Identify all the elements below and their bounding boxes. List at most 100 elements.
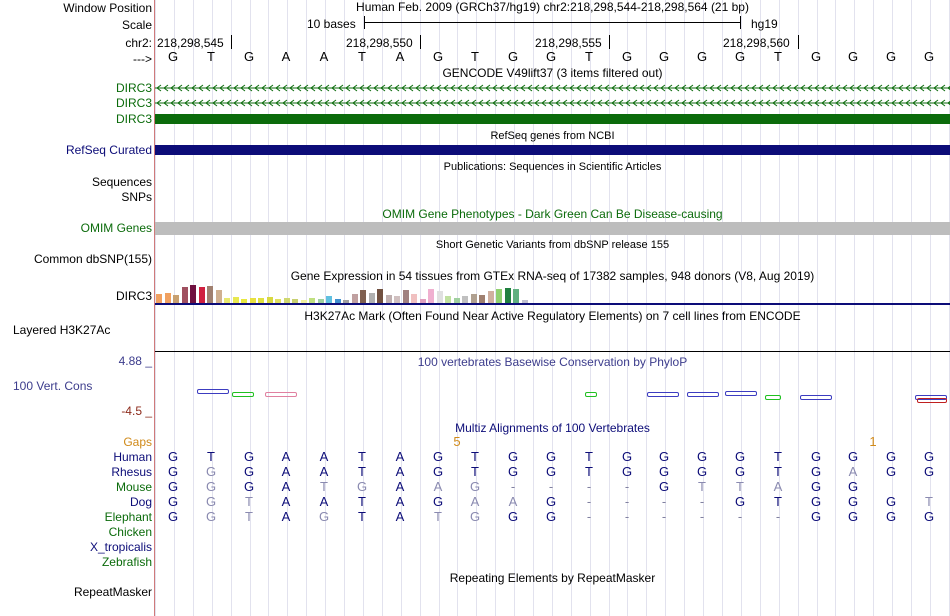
gtex-tissue-bar[interactable] [224, 298, 230, 303]
gencode-exon-3[interactable] [155, 114, 950, 124]
gtex-tissue-bar[interactable] [385, 295, 392, 303]
gencode-transcript-2[interactable] [155, 98, 950, 108]
gtex-tissue-bar[interactable] [215, 290, 222, 303]
species-elephant-label[interactable]: Elephant [104, 510, 152, 524]
gtex-tissue-bar[interactable] [428, 289, 434, 303]
publications-sequences-label[interactable]: Sequences [91, 175, 152, 189]
publications-snps-label[interactable]: SNPs [121, 190, 152, 204]
gtex-tissue-bar[interactable] [496, 289, 502, 303]
h3k27ac-label[interactable]: Layered H3K27Ac [13, 323, 111, 337]
gtex-tissue-bar[interactable] [164, 293, 171, 303]
gridline [703, 0, 704, 616]
gtex-tissue-bar[interactable] [411, 294, 417, 303]
species-rhesus-label[interactable]: Rhesus [111, 465, 152, 479]
gtex-tissue-bar[interactable] [462, 296, 468, 303]
gridline [741, 0, 742, 616]
alignment-base: G [243, 464, 255, 479]
dbsnp-label[interactable]: Common dbSNP(155) [33, 252, 152, 266]
gtex-tissue-bar[interactable] [453, 298, 460, 303]
gtex-tissue-bar[interactable] [232, 297, 239, 303]
sequence-base: G [923, 49, 935, 64]
gtex-tissue-bar[interactable] [317, 299, 324, 303]
gtex-tissue-bar[interactable] [479, 295, 485, 303]
gtex-tissue-bar[interactable] [173, 295, 179, 303]
gtex-tissue-bar[interactable] [190, 285, 196, 303]
publications-track-title: Publications: Sequences in Scientific Ar… [443, 161, 662, 173]
gtex-tissue-bar[interactable] [156, 294, 162, 303]
gtex-tissue-bar[interactable] [300, 300, 307, 303]
gtex-tissue-bar[interactable] [445, 296, 451, 303]
alignment-base: G [432, 464, 444, 479]
gtex-tissue-bar[interactable] [249, 298, 256, 303]
omim-gene-bar[interactable] [155, 222, 950, 235]
gtex-tissue-bar[interactable] [351, 294, 358, 303]
gtex-tissue-bar[interactable] [283, 298, 290, 303]
sequence-base: G [847, 49, 859, 64]
repeatmasker-label[interactable]: RepeatMasker [73, 585, 152, 599]
gtex-tissue-bar[interactable] [258, 298, 264, 303]
gtex-tissue-bar[interactable] [470, 294, 477, 303]
gtex-tissue-bar[interactable] [326, 296, 332, 303]
gridline [533, 0, 534, 616]
gridline [911, 0, 912, 616]
refseq-exon[interactable] [155, 145, 950, 155]
alignment-base: G [885, 494, 897, 509]
alignment-base: A [395, 509, 405, 524]
alignment-base: G [469, 479, 481, 494]
species-mouse-label[interactable]: Mouse [115, 480, 152, 494]
alignment-base: A [319, 449, 329, 464]
species-zebrafish-label[interactable]: Zebrafish [101, 555, 152, 569]
alignment-base: G [810, 464, 822, 479]
gtex-tissue-bar[interactable] [436, 291, 443, 303]
gap-count-2: 1 [869, 434, 877, 449]
gtex-tissue-bar[interactable] [343, 300, 349, 303]
gridline [306, 0, 307, 616]
gtex-tissue-bar[interactable] [275, 299, 281, 303]
gtex-tissue-bar[interactable] [334, 299, 341, 303]
gencode-label-3[interactable]: DIRC3 [115, 112, 152, 126]
sequence-base: G [621, 49, 633, 64]
gtex-tissue-bar[interactable] [292, 299, 298, 303]
phylop-label[interactable]: 100 Vert. Cons [13, 379, 93, 393]
alignment-base: A [281, 464, 291, 479]
refseq-label[interactable]: RefSeq Curated [65, 143, 152, 157]
alignment-base: G [658, 449, 670, 464]
omim-label[interactable]: OMIM Genes [80, 221, 152, 235]
species-dog-label[interactable]: Dog [129, 495, 152, 509]
gridline [495, 0, 496, 616]
alignment-base: T [358, 509, 366, 524]
gtex-tissue-bar[interactable] [419, 299, 426, 303]
gencode-transcript-1[interactable] [155, 83, 950, 93]
gtex-tissue-bar[interactable] [402, 290, 409, 303]
gtex-tissue-bar[interactable] [368, 293, 375, 303]
gtex-tissue-bar[interactable] [360, 290, 366, 303]
gtex-tissue-bar[interactable] [207, 286, 213, 303]
species-xtropicalis-label[interactable]: X_tropicalis [89, 540, 152, 554]
gtex-tissue-bar[interactable] [521, 300, 528, 303]
species-human-label[interactable]: Human [113, 450, 152, 464]
gridline [873, 0, 874, 616]
gtex-tissue-bar[interactable] [266, 297, 273, 303]
gtex-tissue-bar[interactable] [377, 289, 383, 303]
gtex-label[interactable]: DIRC3 [115, 289, 152, 303]
gtex-tissue-bar[interactable] [309, 298, 315, 303]
gridline [571, 0, 572, 616]
sequence-base: G [658, 49, 670, 64]
gtex-tissue-bar[interactable] [241, 299, 247, 303]
gtex-tissue-bar[interactable] [181, 287, 188, 303]
gtex-tissue-bar[interactable] [504, 288, 511, 303]
gtex-tissue-bar[interactable] [198, 287, 205, 303]
gencode-label-2[interactable]: DIRC3 [115, 96, 152, 110]
sequence-base: A [395, 49, 405, 64]
alignment-base: G [167, 494, 179, 509]
gtex-tissue-bar[interactable] [513, 289, 519, 303]
gtex-tissue-bar[interactable] [487, 291, 494, 303]
gencode-label-1[interactable]: DIRC3 [115, 81, 152, 95]
gtex-expression-bars[interactable] [155, 284, 555, 303]
phylop-mark [725, 391, 757, 396]
species-chicken-label[interactable]: Chicken [108, 525, 152, 539]
gridline [684, 0, 685, 616]
track-image[interactable]: Human Feb. 2009 (GRCh37/hg19) chr2:218,2… [155, 0, 950, 616]
gtex-tissue-bar[interactable] [394, 296, 400, 303]
alignment-base: T [774, 494, 782, 509]
